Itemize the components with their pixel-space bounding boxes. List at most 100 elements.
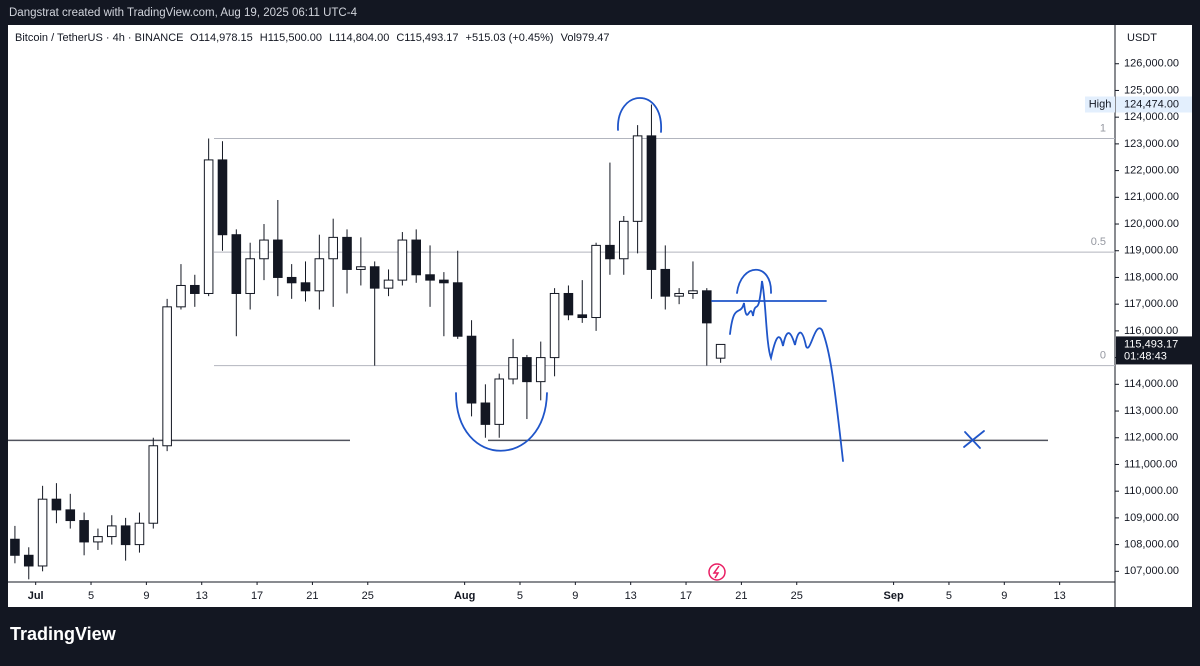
candle	[300, 261, 311, 302]
candle-body	[106, 525, 117, 538]
y-tick-label: 110,000.00	[1124, 485, 1178, 497]
x-tick-label: 13	[196, 590, 208, 602]
candle	[632, 125, 643, 254]
y-tick-label: 123,000.00	[1124, 138, 1179, 150]
candle	[425, 245, 435, 307]
high-price: 124,474.00	[1124, 98, 1179, 110]
x-tick-label: 9	[572, 590, 578, 602]
candle	[51, 483, 62, 524]
candle	[203, 138, 214, 297]
candle-body	[148, 445, 159, 524]
candle-body	[176, 284, 186, 308]
candle	[273, 199, 283, 297]
candle-body	[23, 554, 34, 567]
x-tick-label: 9	[143, 590, 149, 602]
ohlc-value: C115,493.17	[396, 32, 458, 44]
drawing-scribble	[729, 280, 844, 462]
candle-body	[660, 268, 671, 297]
candle	[328, 218, 338, 307]
candle	[411, 229, 421, 283]
candle	[715, 343, 726, 363]
candle-body	[356, 266, 366, 270]
candle-body	[65, 509, 76, 522]
x-tick-label: 21	[735, 590, 747, 602]
candle	[397, 232, 408, 286]
fib-label: 1	[1100, 122, 1106, 134]
y-tick-label: 112,000.00	[1124, 432, 1178, 444]
candle	[674, 288, 684, 305]
brand: TradingView	[10, 624, 117, 644]
ohlc-value: +515.03 (+0.45%)	[466, 32, 554, 44]
candle-body	[190, 284, 200, 294]
candle-body	[286, 276, 297, 284]
y-tick-label: 109,000.00	[1124, 512, 1179, 524]
candle	[65, 493, 76, 529]
y-tick-label: 113,000.00	[1124, 405, 1178, 417]
x-tick-label: 25	[791, 590, 803, 602]
candle-body	[411, 239, 421, 276]
candle-body	[231, 234, 242, 294]
candle-body	[93, 536, 103, 543]
candle-body	[300, 282, 311, 292]
x-tick-label: 9	[1001, 590, 1007, 602]
last-price-badge	[1116, 336, 1192, 365]
candle-body	[563, 292, 574, 316]
high-text: High	[1089, 98, 1112, 110]
ohlc-value: O114,978.15	[190, 32, 253, 44]
high-badge	[1085, 96, 1115, 113]
x-tick-label: 5	[88, 590, 94, 602]
fib-label: 0.5	[1091, 236, 1106, 248]
candle-body	[245, 258, 255, 294]
candle-body	[508, 357, 518, 380]
event-icon	[708, 563, 726, 581]
y-tick-label: 125,000.00	[1124, 84, 1179, 96]
candle	[369, 261, 380, 366]
candle	[535, 341, 546, 401]
candle-body	[522, 357, 532, 383]
candle-body	[37, 498, 48, 567]
drawing-x	[963, 430, 985, 449]
event-circle	[708, 563, 726, 581]
drawing-arc	[617, 97, 662, 133]
candle-body	[715, 343, 726, 359]
y-tick-label: 118,000.00	[1124, 271, 1178, 283]
candle-body	[549, 292, 560, 359]
candle	[286, 264, 297, 299]
candle	[439, 272, 449, 337]
candle-body	[259, 239, 269, 260]
candle-body	[632, 135, 643, 222]
candle-body	[383, 279, 394, 289]
candle-body	[535, 357, 546, 383]
candle	[106, 515, 117, 545]
x-tick-label: Aug	[454, 590, 475, 602]
candle	[231, 229, 242, 337]
ohlc-value: Vol979.47	[561, 32, 610, 44]
x-tick-label: 13	[625, 590, 637, 602]
candle-body	[369, 266, 380, 289]
y-tick-label: 126,000.00	[1124, 58, 1179, 70]
candle-body	[674, 292, 684, 297]
candle	[452, 250, 463, 339]
candle	[176, 264, 186, 310]
candle-body	[273, 239, 283, 278]
candle	[217, 141, 228, 251]
y-tick-label: 107,000.00	[1124, 565, 1179, 577]
candle	[383, 269, 394, 297]
x-tick-label: Jul	[28, 590, 44, 602]
candle	[549, 288, 560, 377]
countdown: 01:48:43	[1124, 350, 1167, 362]
candle-body	[397, 239, 408, 281]
candle-body	[452, 282, 463, 337]
candle-body	[439, 279, 449, 284]
candle	[93, 528, 103, 550]
credit: Dangstrat created with TradingView.com, …	[9, 7, 358, 19]
y-tick-label: 119,000.00	[1124, 245, 1178, 257]
last-price: 115,493.17	[1124, 338, 1178, 350]
x-tick-label: 17	[680, 590, 692, 602]
candle-body	[51, 498, 62, 511]
candle	[79, 512, 89, 556]
candle	[466, 320, 477, 417]
y-tick-label: 111,000.00	[1124, 458, 1177, 470]
